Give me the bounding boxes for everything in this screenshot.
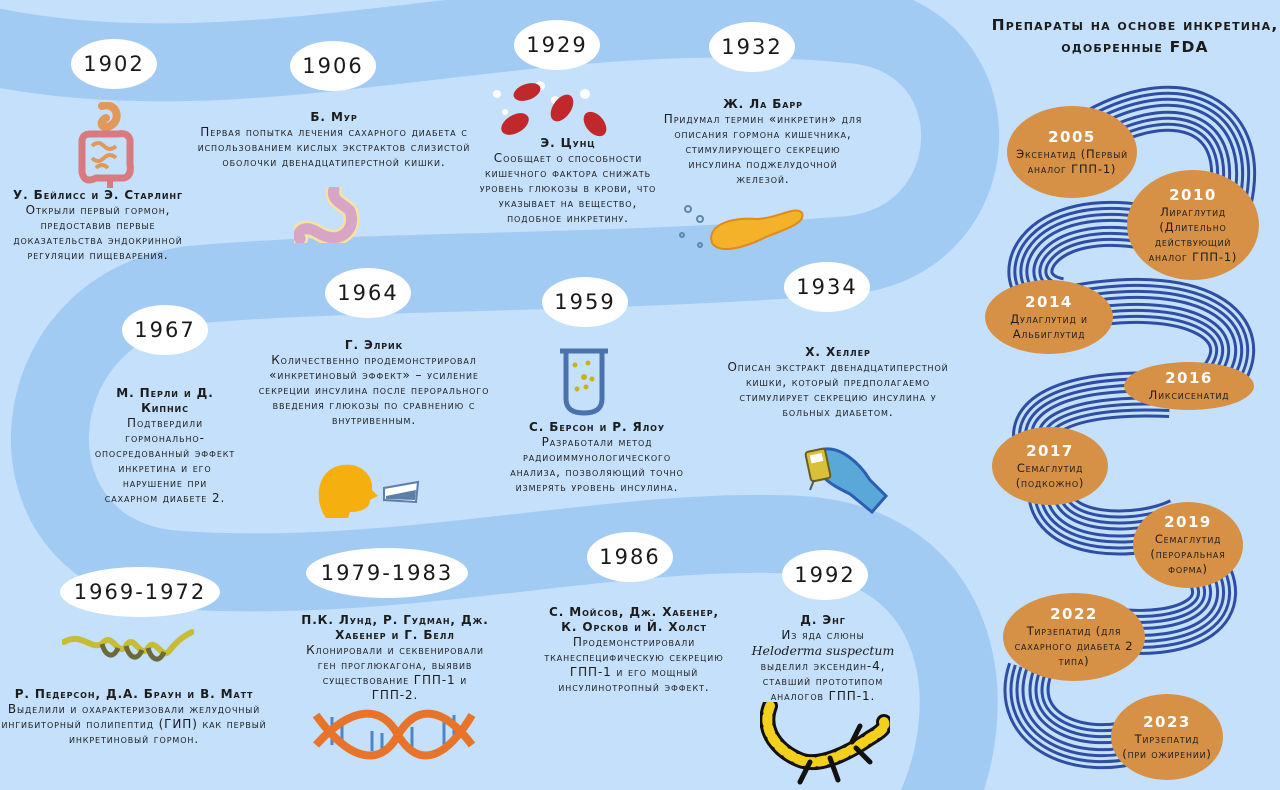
event-1986: С. Мойсов, Дж. Хабенер, К. Орсков и Й. Х… <box>540 605 728 695</box>
drug-year: 2010 <box>1169 185 1217 204</box>
event-text: Выделили и охарактеризовали желудочный и… <box>1 702 267 746</box>
event-text: Сообщает о способности кишечного фактора… <box>479 151 657 225</box>
event-author: П.К. Лунд, Р. Гудман, Дж. Хабенер и Г. Б… <box>301 613 489 642</box>
year-bubble-1986: 1986 <box>587 532 673 582</box>
drug-year: 2016 <box>1165 369 1213 387</box>
stripe-line <box>1024 106 1236 749</box>
drug-name: Семаглутид (подкожно) <box>1015 460 1085 490</box>
peptide-helix-icon <box>62 629 194 662</box>
event-1992: Д. Энг Из яда слюны Heloderma suspectum … <box>735 613 911 704</box>
event-text: Открыли первый гормон, предоставив первы… <box>13 203 183 262</box>
year-bubble-1934: 1934 <box>784 262 870 312</box>
event-author: Э. Цунц <box>540 136 596 150</box>
year-bubble-1959: 1959 <box>542 277 628 327</box>
event-text: Клонировали и секвенировали ген проглюка… <box>306 643 484 702</box>
drug-year: 2019 <box>1164 513 1212 531</box>
event-1964: Г. Элрик Количественно продемонстрировал… <box>255 338 493 428</box>
drug-2019: 2019 Семаглутид (пероральная форма) <box>1133 502 1243 588</box>
event-author: С. Берсон и Р. Ялоу <box>529 420 665 434</box>
event-author: Р. Педерсон, Д.А. Браун и В. Матт <box>14 687 254 701</box>
year-bubble-1929: 1929 <box>514 20 600 70</box>
event-text-before: Из яда слюны <box>781 628 865 642</box>
gila-monster-icon <box>760 702 890 785</box>
event-author: Х. Хеллер <box>805 345 871 359</box>
drug-year: 2014 <box>1025 292 1073 311</box>
drug-name: Эксенатид (Первый аналог ГПП-1) <box>1016 146 1128 176</box>
drug-2022: 2022 Тирзепатид (для сахарного диабета 2 … <box>1003 593 1145 681</box>
year-bubble-1932: 1932 <box>709 22 795 72</box>
event-author: Б. Мур <box>310 110 358 124</box>
event-text: Продемонстрировали тканеспецифическую се… <box>544 635 724 694</box>
event-1902: У. Бейлисс и Э. Старлинг Открыли первый … <box>2 188 194 263</box>
fda-title: Препараты на основе инкретина, одобренны… <box>991 16 1279 56</box>
drug-2017: 2017 Семаглутид (подкожно) <box>992 427 1108 505</box>
fda-stripes <box>1003 85 1257 770</box>
drug-year: 2023 <box>1143 712 1191 731</box>
drug-name: Тирзепатид (для сахарного диабета 2 типа… <box>1014 624 1134 668</box>
year-bubble-1906: 1906 <box>290 41 376 91</box>
event-text-after: выделил эксендин-4, ставший прототипом а… <box>760 659 886 703</box>
drug-name: Семаглутид (пероральная форма) <box>1150 532 1226 576</box>
event-author: У. Бейлисс и Э. Старлинг <box>12 188 184 202</box>
event-text: Первая попытка лечения сахарного диабета… <box>197 125 471 169</box>
stomach-icon <box>294 187 360 243</box>
drug-name: Ликсисенатид <box>1148 388 1230 402</box>
event-author: С. Мойсов, Дж. Хабенер, К. Орсков и Й. Х… <box>549 605 719 634</box>
event-1979-1983: П.К. Лунд, Р. Гудман, Дж. Хабенер и Г. Б… <box>300 613 490 703</box>
drug-2005: 2005 Эксенатид (Первый аналог ГПП-1) <box>1007 106 1137 198</box>
drug-2023: 2023 Тирзепатид (при ожирении) <box>1111 694 1223 780</box>
event-1969-1972: Р. Педерсон, Д.А. Браун и В. Матт Выдели… <box>0 687 268 747</box>
dna-icon <box>312 709 476 760</box>
year-bubble-1992: 1992 <box>782 550 868 600</box>
event-text: Разработали метод радиоиммунологического… <box>510 435 684 494</box>
event-text: Придумал термин «инкретин» для описания … <box>663 112 863 186</box>
event-text: Количественно продемонстрировал «инкрети… <box>258 353 490 427</box>
event-1932: Ж. Ла Барр Придумал термин «инкретин» дл… <box>660 97 866 187</box>
year-bubble-1979-1983: 1979-1983 <box>306 548 468 598</box>
drug-year: 2022 <box>1050 605 1098 623</box>
event-author: М. Перли и Д. Кипнис <box>116 386 214 415</box>
event-author: Ж. Ла Барр <box>723 97 803 111</box>
year-bubble-1967: 1967 <box>122 305 208 355</box>
drug-2010: 2010 Лираглутид (Длительно действующий ан… <box>1127 170 1259 280</box>
species-name: Heloderma suspectum <box>751 643 895 658</box>
pancreas-icon <box>679 205 804 251</box>
event-1967: М. Перли и Д. Кипнис Подтвердили гормона… <box>94 386 236 506</box>
drug-name: Лираглутид (Длительно действующий аналог… <box>1148 204 1238 264</box>
event-1906: Б. Мур Первая попытка лечения сахарного … <box>193 110 475 170</box>
drug-name: Дулаглутид и Альбиглутид <box>1010 311 1088 341</box>
event-author: Д. Энг <box>800 613 846 627</box>
person-drinking-icon <box>318 464 420 518</box>
drug-2016: 2016 Ликсисенатид <box>1124 362 1254 410</box>
blood-cells-icon <box>493 81 607 137</box>
digestive-tract-icon <box>78 102 134 188</box>
drug-year: 2005 <box>1048 127 1096 146</box>
drug-year: 2017 <box>1026 441 1074 460</box>
event-1929: Э. Цунц Сообщает о способности кишечного… <box>478 136 658 226</box>
glucometer-hand-icon <box>804 447 889 514</box>
event-author: Г. Элрик <box>344 338 404 352</box>
event-text: Подтвердили гормонально-опосредованный э… <box>94 416 236 505</box>
event-text: Описан экстракт двенадцатиперстной кишки… <box>727 360 949 419</box>
year-bubble-1902: 1902 <box>71 39 157 89</box>
test-tube-icon <box>560 348 608 416</box>
year-bubble-1969-1972: 1969-1972 <box>60 567 220 617</box>
drug-name: Тирзепатид (при ожирении) <box>1122 731 1212 761</box>
event-1959: С. Берсон и Р. Ялоу Разработали метод ра… <box>502 420 692 495</box>
year-bubble-1964: 1964 <box>325 268 411 318</box>
drug-2014: 2014 Дулаглутид и Альбиглутид <box>985 280 1113 354</box>
event-1934: Х. Хеллер Описан экстракт двенадцатиперс… <box>715 345 961 420</box>
